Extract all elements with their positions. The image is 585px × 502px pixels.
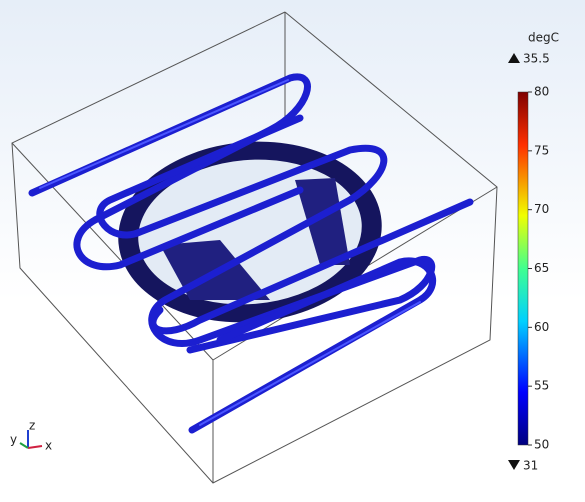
tick-label: 70 (534, 202, 549, 216)
tick-label: 75 (534, 143, 549, 157)
color-bar (518, 92, 528, 445)
triad-z: z (29, 419, 35, 433)
coils (32, 77, 470, 430)
tick-label: 55 (534, 379, 549, 393)
color-legend: degC 35.5 31 50 55 60 65 70 75 80 (508, 31, 559, 473)
plot: z x y degC 35.5 31 50 55 60 65 70 75 80 (0, 0, 585, 502)
unit-label: degC (528, 31, 559, 45)
tick-label: 65 (534, 261, 549, 275)
tick-label: 50 (534, 438, 549, 452)
ring (111, 131, 390, 333)
tick-label: 80 (534, 85, 549, 99)
triad-y: y (10, 433, 17, 447)
triad-x: x (45, 439, 52, 453)
min-label: 31 (523, 459, 538, 473)
max-label: 35.5 (523, 52, 550, 66)
graphics-window: z x y degC 35.5 31 50 55 60 65 70 75 80 (0, 0, 585, 502)
axis-triad: z x y (10, 419, 52, 453)
tick-label: 60 (534, 320, 549, 334)
